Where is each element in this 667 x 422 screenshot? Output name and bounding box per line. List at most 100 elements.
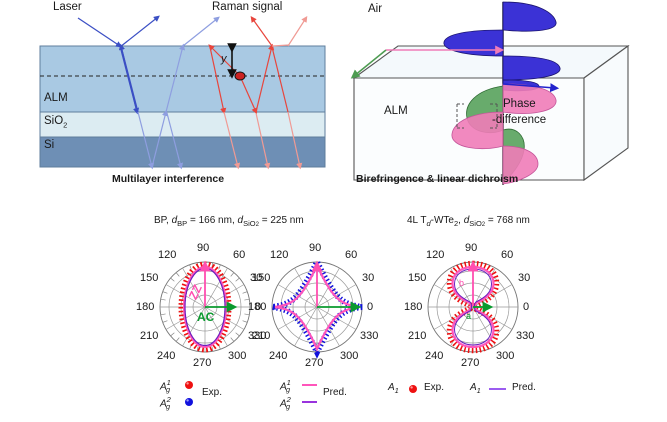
tick-label-1-300: 300 xyxy=(228,350,247,362)
legend-right-pred-line xyxy=(489,388,506,390)
wte2-d2-subscript: SiO2 xyxy=(469,219,486,228)
tick-label-1-120: 120 xyxy=(158,249,177,261)
series-3-pred-line-inner xyxy=(453,268,493,346)
layer-sio2-rect xyxy=(39,111,326,138)
legend-mid-sym-2-base: A xyxy=(280,398,287,410)
box-right-face xyxy=(583,44,629,182)
plot-title-wte2: 4L Td-WTe2, dSiO2 = 768 nm xyxy=(407,215,530,228)
polar-plot-2-svg xyxy=(271,255,363,359)
birefringence-diagram xyxy=(350,1,630,186)
raman-ray-down4 xyxy=(223,111,241,170)
tick-label-3-150: 150 xyxy=(408,272,427,284)
layer-alm-label: ALM xyxy=(44,92,68,105)
tick-label-2-0: 0 xyxy=(367,301,374,313)
multilayer-diagram xyxy=(39,15,326,170)
raman-ray-up2 xyxy=(255,43,275,113)
tick-label-3-210: 210 xyxy=(408,330,427,342)
legend-right-pred-label: Pred. xyxy=(512,382,536,393)
legend-left-sym-1-base: A xyxy=(160,381,167,393)
tick-label-3-300: 300 xyxy=(496,350,515,362)
incident-lobe-3 xyxy=(502,55,561,81)
laser-ray-5 xyxy=(151,109,169,168)
a-axis-label-3: a xyxy=(466,311,472,321)
wte2-d2-symbol: d xyxy=(463,215,470,226)
tick-label-3-180: 180 xyxy=(404,301,423,313)
tick-label-1-0: 0 xyxy=(255,301,262,313)
tick-label-1-150: 150 xyxy=(140,272,159,284)
laser-ray-out1 xyxy=(119,15,160,48)
raman-ray-down3 xyxy=(287,111,303,170)
wte2-material-rest: -WTe xyxy=(430,215,454,226)
wte2-material-subscript: d xyxy=(426,219,431,228)
tick-label-3-270: 270 xyxy=(461,357,480,369)
emitter-dot xyxy=(234,71,246,81)
polar-plot-3-svg xyxy=(427,260,519,354)
legend-mid-line-2 xyxy=(302,401,317,403)
pink-wave-lobe-2 xyxy=(451,111,504,150)
tick-label-3-90: 90 xyxy=(465,242,478,254)
blue-projection-arrow xyxy=(502,83,560,93)
tick-label-1-210: 210 xyxy=(140,330,159,342)
layer-alm-rect xyxy=(39,45,326,113)
bp-d2-value: = 225 nm xyxy=(258,215,304,226)
laser-label: Laser xyxy=(53,1,82,13)
legend-right-pred-sym-sub: 1 xyxy=(476,386,481,395)
polar-plot-3: b a 90 60 30 0 330 300 270 240 210 180 1… xyxy=(404,240,538,375)
legend-mid-sym-1-base: A xyxy=(280,381,287,393)
top-left-panel: Laser Raman signal y ALM SiO2 Si Multila… xyxy=(0,0,340,195)
tick-label-2-120: 120 xyxy=(270,249,289,261)
bp-d1-subscript: BP xyxy=(177,219,188,228)
legend-left: A1g A2g Exp. xyxy=(160,378,275,418)
legend-right-exp-marker xyxy=(409,385,417,393)
legend-mid: A1g A2g Pred. xyxy=(280,378,395,418)
medium-alm-label: ALM xyxy=(384,105,408,117)
layer-sio2-subscript: 2 xyxy=(63,120,68,130)
refracted-waves-group xyxy=(451,83,557,186)
tick-label-1-330: 330 xyxy=(248,330,267,342)
layer-alm-text: ALM xyxy=(44,92,68,104)
green-polarization-arrow xyxy=(350,49,387,79)
legend-mid-line-1 xyxy=(302,384,317,386)
top-right-panel: Air ALM Phase -difference Birefringence … xyxy=(340,0,667,195)
tick-label-2-210: 210 xyxy=(252,330,271,342)
ac-axis-label-1: AC xyxy=(197,310,215,324)
series-2-pred-line xyxy=(274,262,360,352)
legend-mid-sym-2: A2g xyxy=(280,395,291,411)
wte2-material-subscript2: 2 xyxy=(453,219,459,228)
multilayer-caption: Multilayer interference xyxy=(112,173,225,185)
polar-minor-ticks-1 xyxy=(160,262,250,352)
tick-label-2-30: 30 xyxy=(362,272,375,284)
legend-left-sym-1-sup: 1 xyxy=(166,378,171,387)
wte2-sep: , xyxy=(458,215,464,226)
wte2-d2-value: = 768 nm xyxy=(485,215,530,226)
polar-plot-2: 90 60 30 0 330 300 270 240 210 180 150 1… xyxy=(248,240,382,375)
tick-label-3-60: 60 xyxy=(501,249,514,261)
polar-plot-1-svg xyxy=(159,260,251,353)
polar-plot-1: ZZ AC 90 60 30 0 330 300 270 240 210 180… xyxy=(136,240,270,375)
bp-d2-symbol: d xyxy=(237,215,244,226)
layer-si-text: Si xyxy=(44,139,55,151)
laser-ray-4 xyxy=(137,111,155,170)
laser-ray-6 xyxy=(165,43,186,113)
legend-mid-sym-1-sup: 1 xyxy=(286,378,291,387)
legend-mid-label: Pred. xyxy=(323,387,347,398)
legend-left-sym-2: A2g xyxy=(160,395,171,411)
raman-ray-down2 xyxy=(271,46,289,113)
raman-ray-link xyxy=(271,44,290,47)
bp-d1-value: = 166 nm, xyxy=(187,215,238,226)
tick-label-2-330: 330 xyxy=(360,330,379,342)
plot-title-bp: BP, dBP = 166 nm, dSiO2 = 225 nm xyxy=(154,215,304,228)
tick-label-2-60: 60 xyxy=(345,249,358,261)
depth-label: y xyxy=(221,53,227,65)
air-label: Air xyxy=(368,3,383,15)
raman-ray-down0 xyxy=(209,46,227,115)
layer-si-rect xyxy=(39,136,326,168)
legend-right: A1 Exp. A1 Pred. xyxy=(388,382,598,404)
phase-difference-label-line1: Phase xyxy=(503,98,536,110)
tick-label-3-240: 240 xyxy=(425,350,444,362)
layer-si-label: Si xyxy=(44,139,54,152)
raman-ray-out1 xyxy=(250,16,273,47)
raman-ray-down1 xyxy=(239,75,258,115)
legend-mid-sym-1-sub: g xyxy=(285,385,291,395)
bp-d2-subscript: SiO2 xyxy=(243,219,259,228)
